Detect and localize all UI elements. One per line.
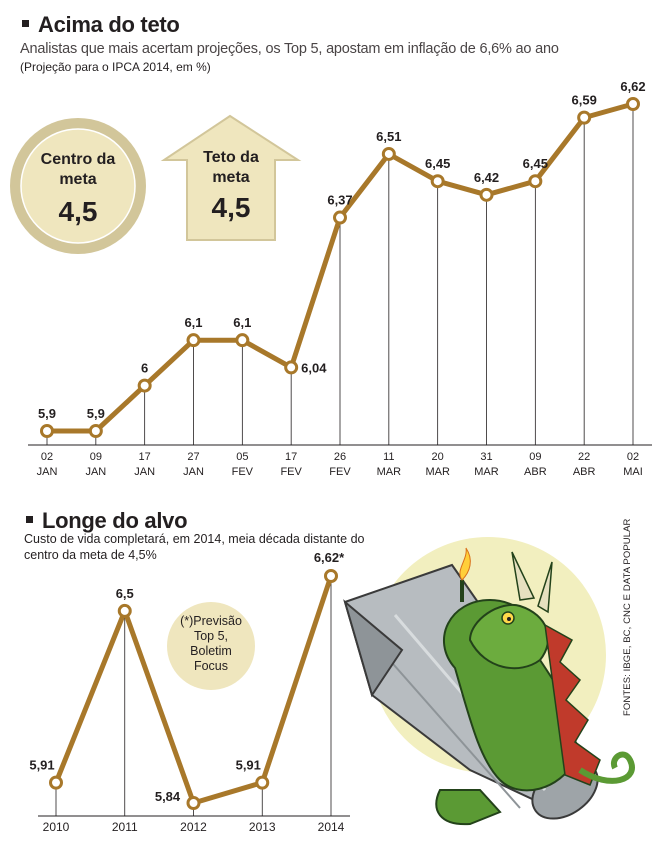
footnote-line1: (*)Previsão bbox=[180, 614, 242, 628]
tick-label-month: ABR bbox=[573, 466, 596, 478]
chart2-title-text: Longe do alvo bbox=[42, 508, 188, 533]
data-point bbox=[381, 146, 396, 161]
data-point bbox=[186, 796, 201, 810]
tick-label-month: JAN bbox=[85, 466, 106, 478]
chart2-plot: 5,91 6,5 5,84 5,91 6,62* 2010 2011 2012 2013 2014 bbox=[29, 550, 350, 834]
chart2-title: Longe do alvo bbox=[26, 508, 188, 534]
ceiling-badge-line2: meta bbox=[212, 169, 249, 186]
tick-label-month: ABR bbox=[524, 466, 547, 478]
tick-label-month: MAR bbox=[425, 466, 450, 478]
dragon-rocket-illustration bbox=[343, 537, 635, 826]
data-point bbox=[577, 110, 592, 125]
data-point bbox=[40, 424, 54, 438]
tick-label-day: 09 bbox=[529, 451, 541, 463]
ceiling-target-badge: Teto da meta 4,5 bbox=[160, 114, 302, 241]
chart1-title: Acima do teto bbox=[22, 12, 180, 38]
data-label: 5,9 bbox=[87, 406, 105, 421]
title-bullet-icon bbox=[26, 515, 33, 523]
tick-label-day: 26 bbox=[334, 451, 346, 463]
data-label: 6,45 bbox=[425, 156, 450, 171]
data-label: 5,84 bbox=[155, 789, 181, 804]
tick-label-month: MAI bbox=[623, 466, 643, 478]
data-label: 6,04 bbox=[301, 360, 327, 375]
tick-label: 2014 bbox=[318, 820, 345, 834]
tick-label-month: MAR bbox=[474, 466, 499, 478]
tick-label-day: 02 bbox=[41, 451, 53, 463]
data-point bbox=[88, 424, 103, 438]
footnote-badge: (*)Previsão Top 5, Boletim Focus bbox=[167, 602, 255, 690]
data-point bbox=[528, 174, 543, 189]
tick-label: 2010 bbox=[43, 820, 70, 834]
data-point bbox=[333, 210, 347, 225]
footnote-line4: Focus bbox=[194, 659, 228, 673]
data-label: 6 bbox=[141, 361, 148, 376]
data-label: 5,91 bbox=[29, 758, 54, 773]
tick-label-month: JAN bbox=[37, 466, 58, 478]
tick-label-day: 17 bbox=[139, 451, 151, 463]
tick-label-day: 05 bbox=[236, 451, 248, 463]
tick-label-day: 09 bbox=[90, 451, 102, 463]
data-label: 5,91 bbox=[236, 758, 261, 773]
sources-credit: FONTES: IBGE, BC, CNC E DATA POPULAR bbox=[622, 518, 633, 716]
data-point bbox=[235, 333, 250, 348]
data-label: 6,5 bbox=[116, 586, 134, 601]
data-label: 6,62 bbox=[620, 79, 645, 94]
dragon-icon bbox=[435, 547, 635, 826]
tick-label-day: 20 bbox=[432, 451, 444, 463]
tick-label-month: FEV bbox=[280, 466, 302, 478]
tick-label: 2013 bbox=[249, 820, 276, 834]
data-label: 6,42 bbox=[474, 170, 499, 185]
data-point bbox=[430, 174, 445, 189]
tick-label-month: MAR bbox=[377, 466, 402, 478]
data-label: 6,51 bbox=[376, 129, 401, 144]
data-label: 6,1 bbox=[233, 315, 251, 330]
tick-label: 2012 bbox=[180, 820, 207, 834]
data-point bbox=[324, 569, 338, 583]
tick-label: 2011 bbox=[112, 820, 138, 834]
ceiling-badge-line1: Teto da bbox=[203, 149, 259, 166]
footnote-line2: Top 5, bbox=[194, 629, 228, 643]
data-label: 6,45 bbox=[523, 156, 548, 171]
tick-label-month: JAN bbox=[134, 466, 155, 478]
tick-label-day: 17 bbox=[285, 451, 297, 463]
footnote-line3: Boletim bbox=[190, 644, 232, 658]
chart1-title-text: Acima do teto bbox=[38, 12, 180, 37]
chart1-plot: 5,9 5,9 6 6,1 6,1 6,04 6,37 6,51 6,45 6,42 6,45 6,5… bbox=[28, 79, 652, 478]
data-point bbox=[49, 775, 63, 790]
data-point bbox=[137, 378, 152, 393]
tick-label-day: 11 bbox=[383, 451, 394, 463]
data-label: 6,1 bbox=[184, 315, 202, 330]
tick-label-day: 27 bbox=[187, 451, 199, 463]
tick-label-month: FEV bbox=[329, 466, 351, 478]
tick-label-day: 31 bbox=[480, 451, 492, 463]
center-target-badge: Centro da meta 4,5 bbox=[10, 118, 146, 254]
chart1-subtitle: Analistas que mais acertam projeções, os… bbox=[20, 41, 559, 57]
title-bullet-icon bbox=[22, 19, 29, 27]
tick-label-month: FEV bbox=[232, 466, 254, 478]
tick-label-day: 22 bbox=[578, 451, 590, 463]
data-point bbox=[255, 775, 270, 790]
center-badge-line2: meta bbox=[59, 171, 96, 188]
tick-label-month: JAN bbox=[183, 466, 204, 478]
data-label: 6,62* bbox=[314, 550, 345, 565]
data-point bbox=[186, 333, 201, 348]
chart1-note: (Projeção para o IPCA 2014, em %) bbox=[20, 60, 211, 74]
chart2-subtitle: Custo de vida completará, em 2014, meia … bbox=[24, 532, 365, 562]
center-badge-line1: Centro da bbox=[41, 151, 116, 168]
data-label: 6,59 bbox=[572, 93, 597, 108]
tick-label-day: 02 bbox=[627, 451, 639, 463]
data-label: 6,37 bbox=[327, 193, 352, 208]
data-label: 5,9 bbox=[38, 406, 56, 421]
ceiling-badge-value: 4,5 bbox=[212, 192, 251, 223]
data-point bbox=[284, 360, 299, 375]
data-point bbox=[117, 603, 132, 618]
data-point bbox=[479, 187, 494, 202]
data-point bbox=[626, 97, 640, 111]
center-badge-value: 4,5 bbox=[59, 196, 98, 227]
